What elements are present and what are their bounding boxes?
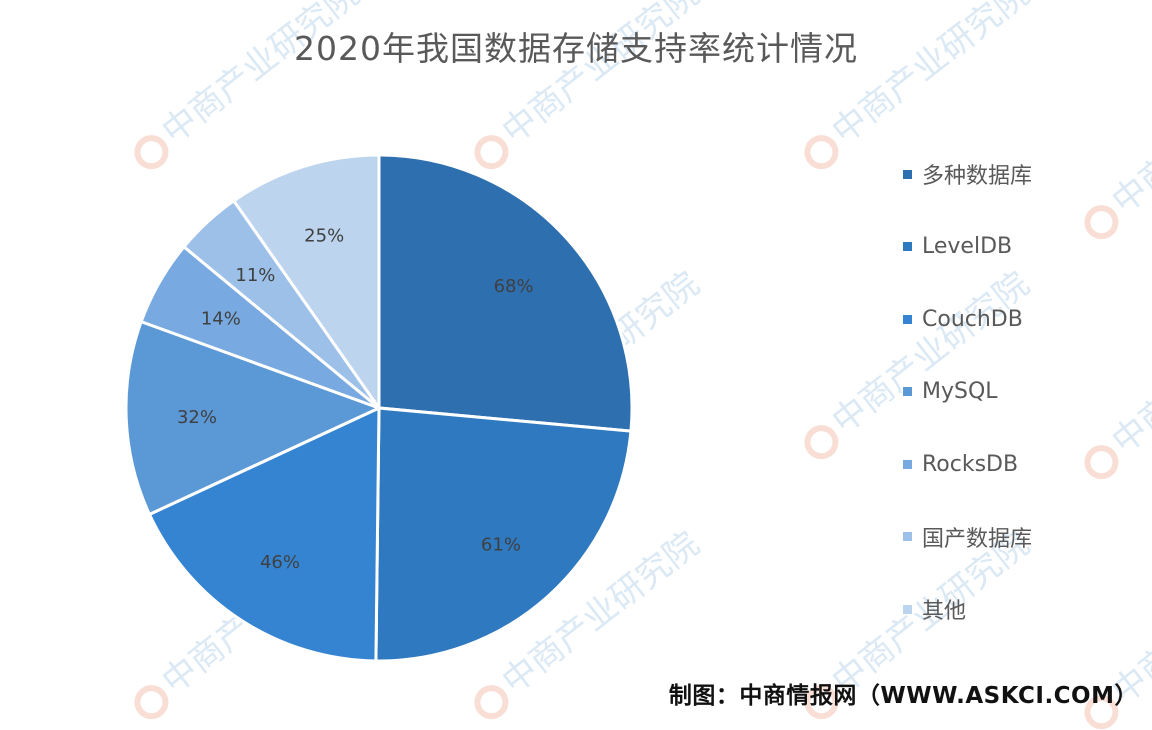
legend-label: MySQL	[922, 379, 998, 405]
data-label: 25%	[304, 225, 344, 246]
legend-swatch	[903, 604, 912, 614]
pie-slice	[147, 405, 381, 663]
legend-item: CouchDB	[903, 283, 1143, 356]
legend-swatch	[903, 169, 912, 179]
legend-swatch	[903, 459, 912, 469]
legend-item: 多种数据库	[903, 138, 1143, 211]
legend-item: MySQL	[903, 356, 1143, 429]
chart-title: 2020年我国数据存储支持率统计情况	[294, 29, 858, 68]
legend: 多种数据库 LevelDB CouchDB MySQL RocksDB 国产数据库其他	[903, 138, 1143, 646]
source-credit: 制图：中商情报网（WWW.ASKCI.COM）	[668, 683, 1138, 709]
legend-label: 国产数据库	[922, 526, 1033, 552]
pie-slices	[124, 153, 634, 663]
data-label: 14%	[201, 309, 241, 330]
legend-item: RocksDB	[903, 428, 1143, 501]
legend-label: RocksDB	[922, 451, 1019, 477]
pie-slice	[374, 406, 633, 663]
pie-slice	[231, 153, 381, 413]
legend-label: 多种数据库	[922, 164, 1033, 190]
legend-label: 其他	[922, 599, 967, 625]
legend-item: 其他	[903, 573, 1143, 646]
data-label: 68%	[494, 276, 534, 297]
legend-item: LevelDB	[903, 211, 1143, 284]
data-label: 61%	[481, 534, 521, 555]
data-label: 32%	[177, 407, 217, 428]
legend-swatch	[903, 532, 912, 542]
legend-label: CouchDB	[922, 306, 1023, 332]
legend-swatch	[903, 242, 912, 252]
data-label: 11%	[235, 265, 275, 286]
pie-slice	[377, 153, 634, 433]
pie-labels: 68% 61% 46% 32% 14% 11% 25%	[177, 225, 534, 573]
data-label: 46%	[260, 552, 300, 573]
legend-item: 国产数据库	[903, 501, 1143, 574]
legend-swatch	[903, 314, 912, 324]
pie-slice	[124, 319, 383, 517]
legend-label: LevelDB	[922, 234, 1013, 260]
legend-swatch	[903, 387, 912, 397]
